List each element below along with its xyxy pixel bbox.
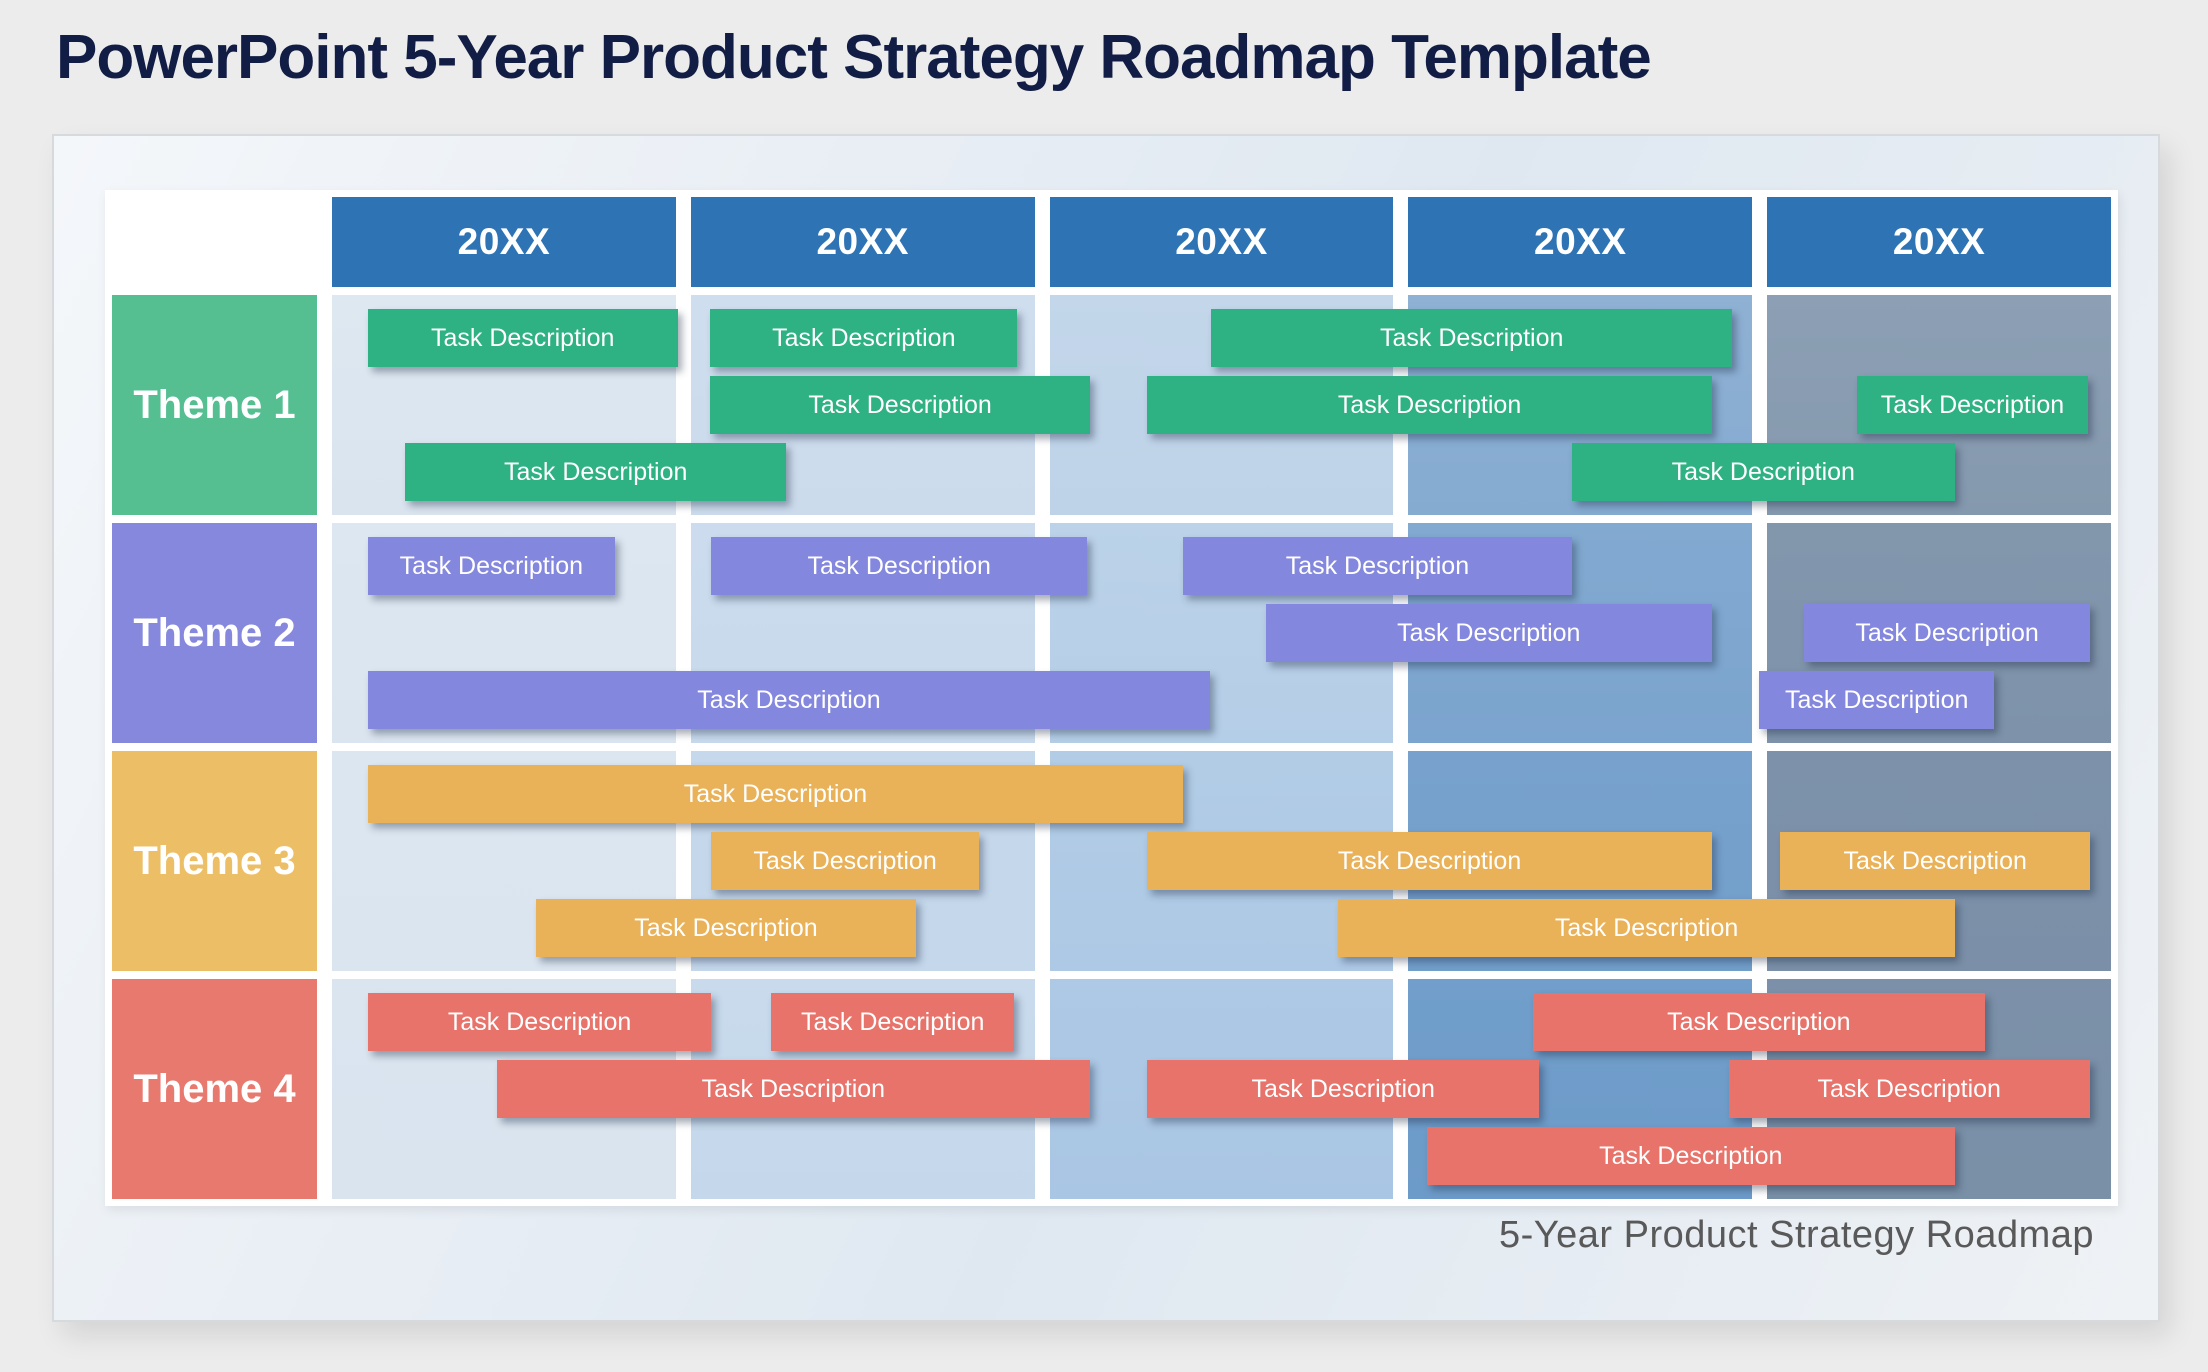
year-header-2: 20XX [690,197,1035,287]
task-bar: Task Description [367,309,678,367]
task-bar: Task Description [1780,832,2091,890]
task-bar: Task Description [1147,376,1712,434]
task-bar: Task Description [1338,899,1955,957]
theme-row-2: Task Description Task Description Task Des… [332,523,2111,743]
task-bar: Task Description [1804,604,2091,662]
task-bar: Task Description [1759,671,1994,729]
theme-row-4: Task Description Task Description Task Des… [332,979,2111,1199]
task-bar: Task Description [1571,443,1955,501]
year-header-4: 20XX [1408,197,1753,287]
task-bar: Task Description [535,899,917,957]
year-header-5: 20XX [1767,197,2111,287]
task-bar: Task Description [710,376,1090,434]
task-bar: Task Description [710,309,1018,367]
task-bar: Task Description [405,443,786,501]
task-bar: Task Description [711,537,1087,595]
slide-panel: 20XX 20XX 20XX 20XX 20XX Theme 1 Task De… [52,134,2160,1322]
task-bar: Task Description [1426,1127,1955,1185]
task-bar: Task Description [367,765,1184,823]
task-bar: Task Description [367,537,616,595]
task-bar: Task Description [1210,309,1733,367]
theme-label-1: Theme 1 [112,295,317,515]
task-bar: Task Description [1147,1060,1539,1118]
theme-row-3: Task Description Task Description Task Des… [332,751,2111,971]
theme-row-1: Task Description Task Description Task Des… [332,295,2111,515]
task-bar: Task Description [1183,537,1572,595]
task-bar: Task Description [496,1060,1090,1118]
theme-label-4: Theme 4 [112,979,317,1199]
corner-cell [112,197,317,287]
roadmap-grid: 20XX 20XX 20XX 20XX 20XX Theme 1 Task De… [112,197,2111,1199]
task-bar: Task Description [367,993,712,1051]
task-bar: Task Description [1147,832,1712,890]
task-bar: Task Description [771,993,1015,1051]
theme-label-3: Theme 3 [112,751,317,971]
task-bar: Task Description [711,832,979,890]
task-bar: Task Description [367,671,1211,729]
roadmap-table: 20XX 20XX 20XX 20XX 20XX Theme 1 Task De… [105,190,2118,1206]
theme-label-2: Theme 2 [112,523,317,743]
page-title: PowerPoint 5-Year Product Strategy Roadm… [56,23,1652,92]
task-bar: Task Description [1728,1060,2090,1118]
slide-caption: 5-Year Product Strategy Roadmap [1499,1214,2094,1256]
task-bar: Task Description [1265,604,1712,662]
task-bar: Task Description [1532,993,1985,1051]
task-bar: Task Description [1856,376,2089,434]
year-header-3: 20XX [1049,197,1394,287]
year-header-1: 20XX [332,197,676,287]
